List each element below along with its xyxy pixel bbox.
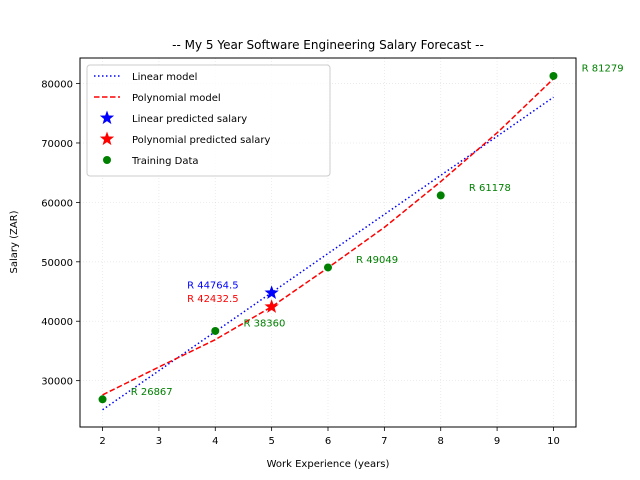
x-tick-label: 7 — [381, 436, 387, 447]
annotation-label: R 81279 — [582, 64, 624, 75]
y-tick-label: 80000 — [41, 80, 73, 91]
training-point — [436, 191, 445, 200]
annotation-label: R 61178 — [469, 183, 511, 194]
x-tick-label: 2 — [99, 436, 105, 447]
legend-label: Polynomial model — [132, 93, 221, 104]
x-tick-label: 5 — [268, 436, 274, 447]
predicted-star-3 — [264, 299, 279, 313]
legend-handle-point — [103, 156, 111, 164]
training-point — [98, 395, 107, 404]
legend-label: Training Data — [131, 156, 199, 167]
x-tick-label: 8 — [438, 436, 444, 447]
x-tick-label: 10 — [547, 436, 560, 447]
x-axis-label: Work Experience (years) — [267, 459, 390, 470]
legend-handle-star — [99, 131, 115, 146]
x-tick-label: 4 — [212, 436, 218, 447]
legend: Linear model Polynomial model Linear predi… — [86, 64, 331, 177]
axis-ticks: 2 3 4 5 6 7 8 9 10 30000 40000 50000 60000 70000 80000 — [41, 80, 560, 447]
y-tick-label: 30000 — [41, 377, 73, 388]
training-point — [549, 71, 558, 80]
annotation-label: R 49049 — [356, 255, 398, 266]
annotation-label: R 44764.5 — [187, 281, 238, 292]
legend-box — [86, 64, 331, 177]
y-tick-label: 50000 — [41, 258, 73, 269]
y-tick-label: 60000 — [41, 198, 73, 209]
chart-title: -- My 5 Year Software Engineering Salary… — [172, 38, 484, 52]
x-tick-label: 6 — [325, 436, 331, 447]
annotation-label: R 42432.5 — [187, 294, 238, 305]
y-axis-label: Salary (ZAR) — [9, 210, 20, 273]
predicted-star-2 — [264, 285, 279, 299]
legend-label: Linear predicted salary — [132, 114, 247, 125]
plot-series — [98, 71, 558, 411]
legend-handle-star — [99, 110, 115, 125]
y-tick-label: 70000 — [41, 139, 73, 150]
legend-label: Linear model — [132, 72, 197, 83]
y-tick-label: 40000 — [41, 317, 73, 328]
annotations: R 44764.5 R 42432.5 R 26867 R 38360 R 49049 R… — [131, 64, 624, 398]
annotation-label: R 26867 — [131, 387, 173, 398]
training-point — [324, 263, 332, 272]
x-tick-label: 3 — [156, 436, 162, 447]
training-point — [211, 326, 220, 335]
annotation-label: R 38360 — [243, 319, 285, 330]
legend-label: Polynomial predicted salary — [132, 135, 271, 146]
x-tick-label: 9 — [494, 436, 500, 447]
